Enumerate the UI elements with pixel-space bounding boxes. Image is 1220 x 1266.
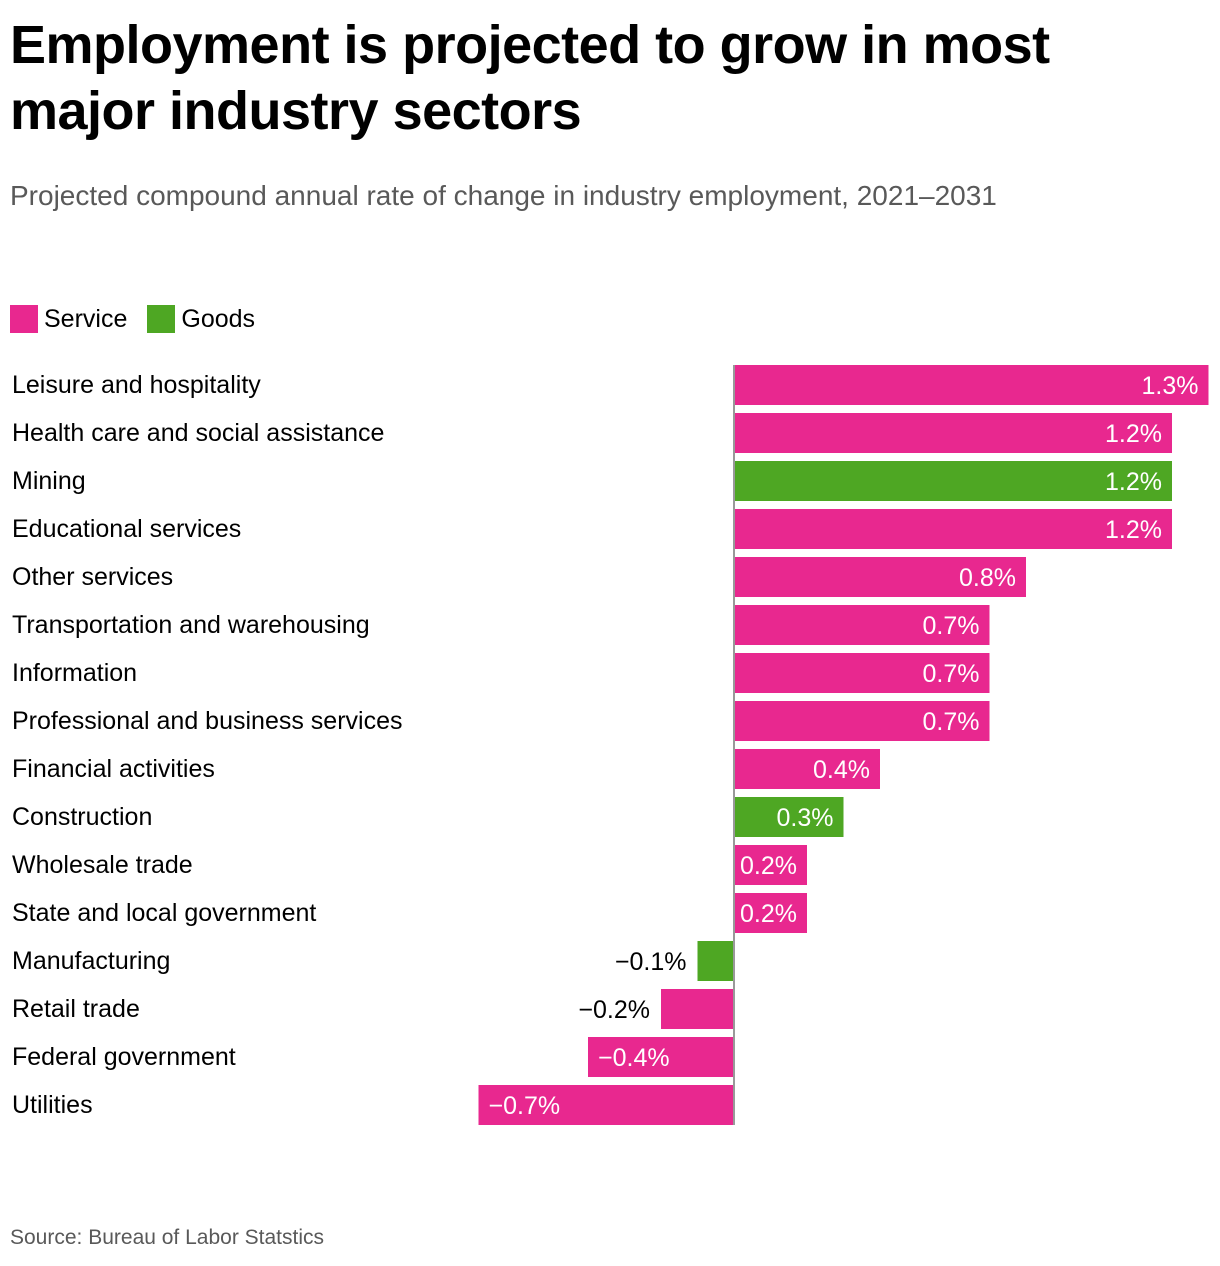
bar-manufacturing [697,941,734,981]
category-label: Retail trade [12,995,140,1023]
category-label: Construction [12,803,152,831]
bar-mining [734,461,1172,501]
bar-utilities [478,1085,734,1125]
legend-label-service: Service [44,305,128,333]
value-label: 0.8% [959,564,1016,592]
bar-transportation-and-warehousing [734,605,990,645]
value-label: −0.1% [615,948,687,976]
category-label: Transportation and warehousing [12,611,370,639]
bar-chart: Leisure and hospitality 1.3% Health care a… [12,365,1209,1125]
legend: Service Goods [10,303,275,335]
category-label: State and local government [12,899,316,927]
legend-item-service: Service [10,303,127,335]
bar-information [734,653,990,693]
bar-leisure-and-hospitality [734,365,1209,405]
category-label: Professional and business services [12,707,402,735]
value-label: 0.7% [923,660,980,688]
bar-wholesale-trade [734,845,807,885]
value-label: 0.3% [777,804,834,832]
chart-subtitle: Projected compound annual rate of change… [10,180,997,211]
category-label: Other services [12,563,173,591]
value-label: 0.7% [923,708,980,736]
legend-item-goods: Goods [147,303,255,335]
value-label: 1.3% [1142,372,1199,400]
legend-swatch-goods [147,305,176,333]
value-label: 1.2% [1105,468,1162,496]
value-label: 0.4% [813,756,870,784]
value-label: −0.7% [489,1092,561,1120]
chart-title: Employment is projected to grow in most … [10,15,1050,141]
category-label: Wholesale trade [12,851,193,879]
category-label: Educational services [12,515,241,543]
category-label: Leisure and hospitality [12,371,261,399]
bar-financial-activities [734,749,880,789]
bar-retail-trade [661,989,734,1029]
value-label: 0.7% [923,612,980,640]
bar-other-services [734,557,1026,597]
category-label: Financial activities [12,755,215,783]
bar-health-care-and-social-assistance [734,413,1172,453]
bar-federal-government [588,1037,734,1077]
value-label: −0.4% [598,1044,670,1072]
bar-construction [734,797,844,837]
value-label: 1.2% [1105,420,1162,448]
value-label: 0.2% [740,900,797,928]
source-note: Source: Bureau of Labor Statstics [10,1226,325,1249]
category-label: Information [12,659,137,687]
category-label: Manufacturing [12,947,170,975]
bar-educational-services [734,509,1172,549]
category-label: Mining [12,467,86,495]
category-label: Health care and social assistance [12,419,384,447]
value-label: −0.2% [578,996,650,1024]
bar-professional-and-business-services [734,701,990,741]
value-label: 1.2% [1105,516,1162,544]
value-label: 0.2% [740,852,797,880]
bar-state-and-local-government [734,893,807,933]
category-label: Utilities [12,1091,93,1119]
category-label: Federal government [12,1043,236,1071]
legend-label-goods: Goods [181,305,256,333]
legend-swatch-service [10,305,38,333]
